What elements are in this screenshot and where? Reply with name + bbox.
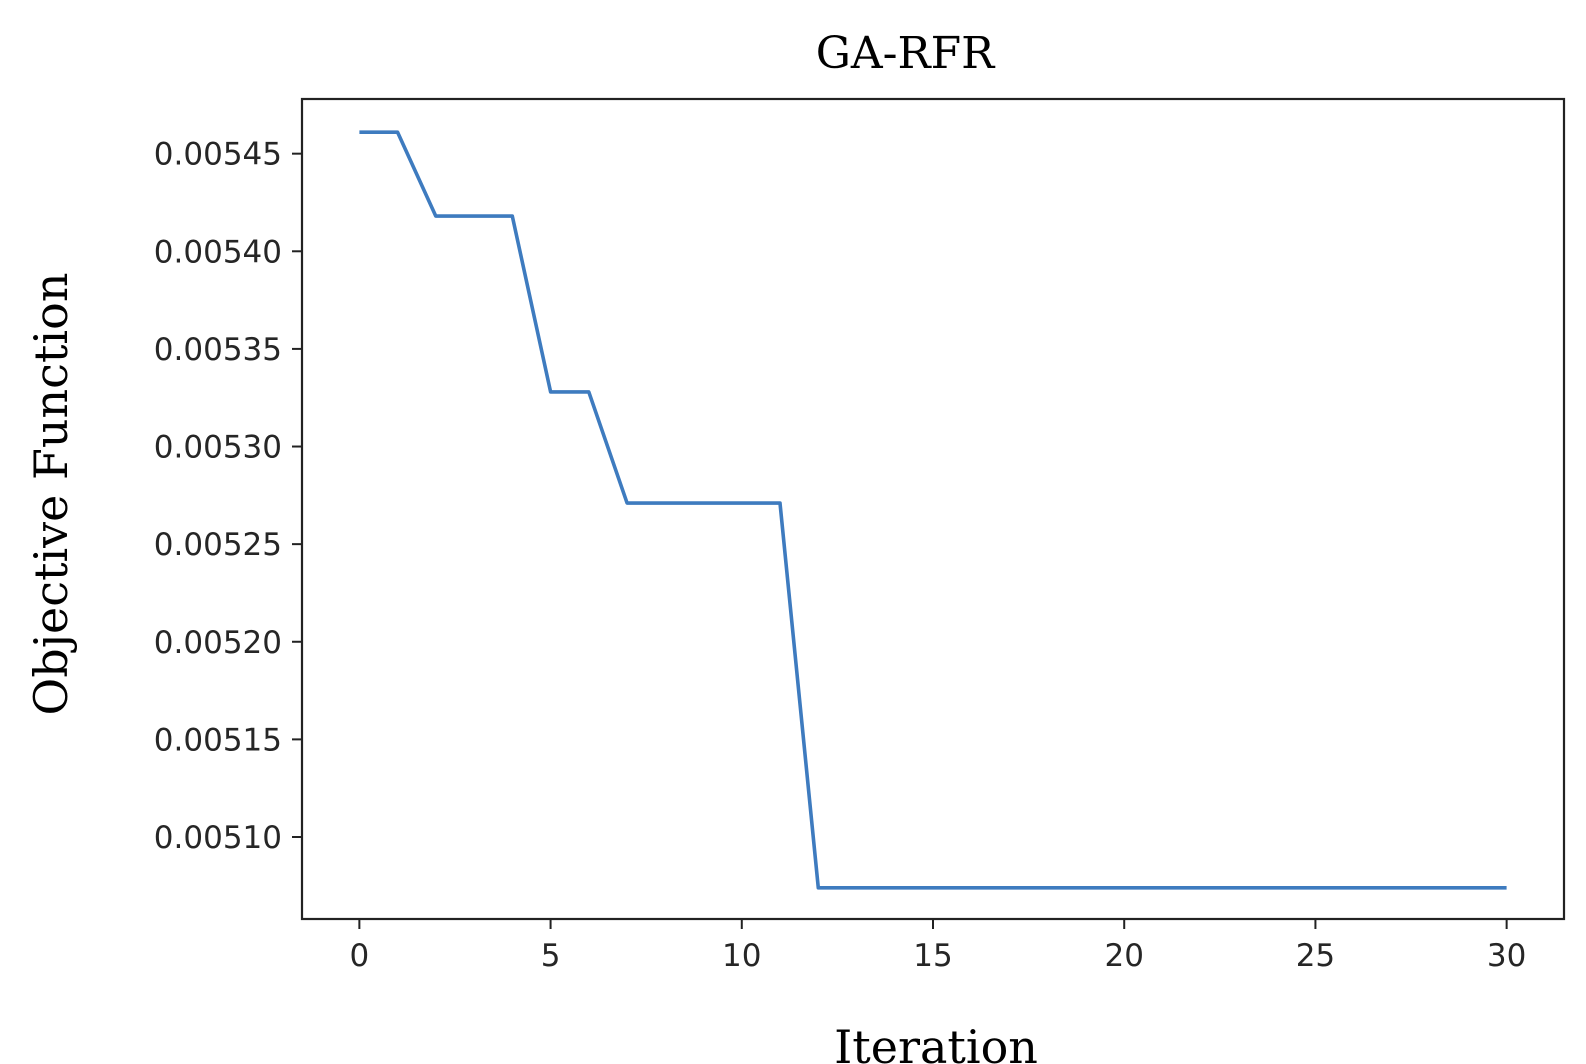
y-tick-label: 0.00540 bbox=[154, 234, 282, 270]
y-tick-label: 0.00510 bbox=[154, 820, 282, 856]
y-tick-label: 0.00545 bbox=[154, 137, 282, 173]
x-tick-label: 0 bbox=[349, 938, 369, 974]
plot-frame bbox=[300, 97, 1566, 921]
x-tick-label: 30 bbox=[1487, 938, 1526, 974]
x-tick-label: 25 bbox=[1296, 938, 1335, 974]
x-axis: 0 5 10 15 20 25 30 bbox=[349, 919, 1526, 974]
series-line bbox=[359, 130, 1507, 890]
y-tick-label: 0.00530 bbox=[154, 430, 282, 466]
x-tick-label: 10 bbox=[722, 938, 761, 974]
y-tick-label: 0.00525 bbox=[154, 527, 282, 563]
y-tick-label: 0.00520 bbox=[154, 625, 282, 661]
x-tick-label: 15 bbox=[913, 938, 952, 974]
x-axis-label: Iteration bbox=[834, 1020, 1038, 1064]
y-axis-label: Objective Function bbox=[24, 273, 78, 716]
x-tick-label: 20 bbox=[1104, 938, 1143, 974]
y-axis: 0.00510 0.00515 0.00520 0.00525 0.00530 0.005… bbox=[154, 137, 302, 856]
chart-title: GA-RFR bbox=[816, 28, 996, 79]
y-tick-label: 0.00515 bbox=[154, 722, 282, 758]
y-tick-label: 0.00535 bbox=[154, 332, 282, 368]
x-tick-label: 5 bbox=[541, 938, 561, 974]
